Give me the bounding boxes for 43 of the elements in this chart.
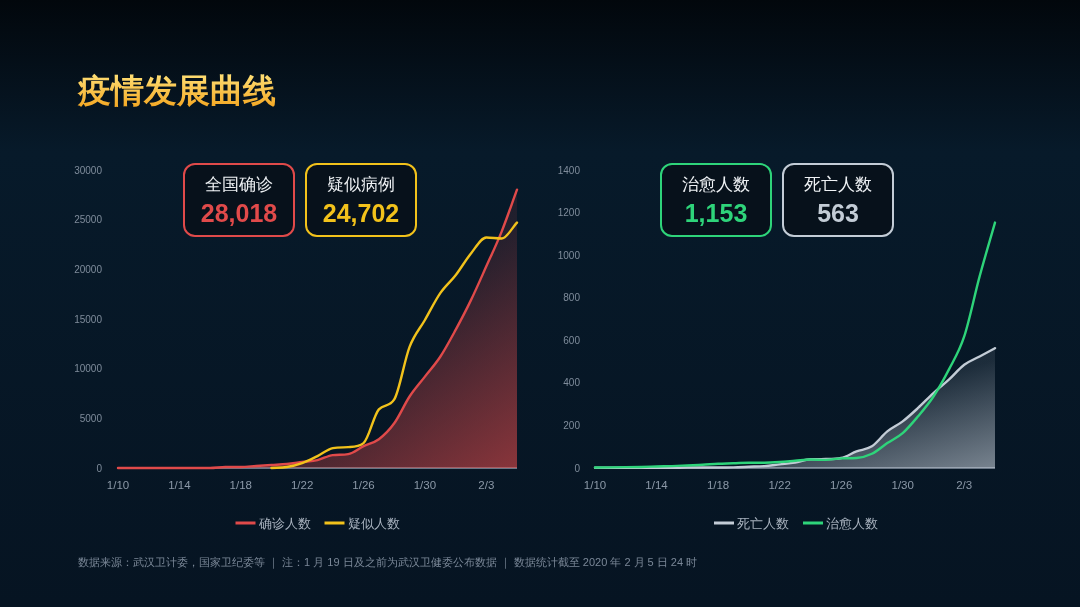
x-tick-label: 1/18 <box>229 479 252 491</box>
y-tick-label: 25000 <box>74 214 103 226</box>
y-tick-label: 1200 <box>557 207 581 219</box>
y-tick-label: 200 <box>563 419 581 431</box>
y-tick-label: 10000 <box>74 363 103 375</box>
annotation: 疑似病例 <box>327 175 395 194</box>
annotation: 死亡人数 <box>804 175 872 194</box>
y-tick-label: 600 <box>563 334 581 346</box>
x-tick-label: 1/22 <box>290 479 314 491</box>
x-tick-label: 1/10 <box>583 479 607 491</box>
x-tick-label: 1/14 <box>645 479 669 491</box>
y-tick-label: 800 <box>563 292 581 304</box>
x-tick-label: 1/18 <box>706 479 730 491</box>
x-tick-label: 1/22 <box>768 479 791 491</box>
x-tick-label: 1/26 <box>352 479 375 491</box>
annotation: 24,702 <box>322 199 400 227</box>
y-tick-label: 0 <box>574 462 581 474</box>
y-tick-label: 20000 <box>74 263 103 275</box>
chart-title: 疫情发展曲线 <box>77 72 276 109</box>
x-tick-label: 2/3 <box>478 479 495 491</box>
x-tick-label: 1/14 <box>168 479 192 491</box>
y-tick-label: 5000 <box>79 412 103 424</box>
legend-label: 死亡人数 <box>737 515 789 531</box>
y-tick-label: 400 <box>563 377 581 389</box>
legend-label: 疑似人数 <box>347 516 400 531</box>
annotation: 1,153 <box>684 199 748 227</box>
y-tick-label: 30000 <box>74 164 103 176</box>
annotation: 全国确诊 <box>205 175 273 194</box>
annotation: 563 <box>817 199 859 227</box>
x-tick-label: 1/30 <box>413 479 437 491</box>
x-tick-label: 2/3 <box>956 479 973 491</box>
x-tick-label: 1/30 <box>891 479 914 491</box>
legend-label: 治愈人数 <box>826 516 878 531</box>
x-tick-label: 1/10 <box>106 479 130 491</box>
legend-label: 确诊人数 <box>257 516 311 531</box>
x-tick-label: 1/26 <box>829 479 853 491</box>
y-tick-label: 0 <box>96 462 103 474</box>
y-tick-label: 15000 <box>74 313 103 325</box>
source-note: 数据来源：武汉卫计委，国家卫纪委等 ｜ 注：1 月 19 日及之前为武汉卫健委公布数据 ｜ 数据统计截至 2020 年 2 月 5 日 24 时 <box>78 556 698 569</box>
annotation: 治愈人数 <box>682 175 750 194</box>
annotation: 28,018 <box>200 199 278 227</box>
y-tick-label: 1000 <box>557 249 581 261</box>
y-tick-label: 1400 <box>557 164 581 176</box>
